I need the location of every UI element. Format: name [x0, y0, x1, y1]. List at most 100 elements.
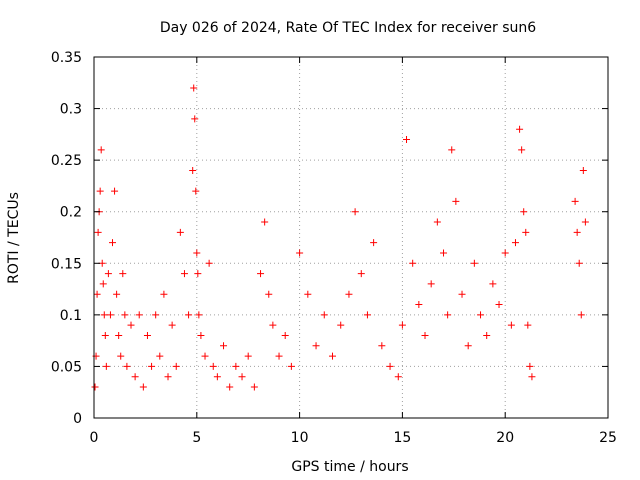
data-point	[109, 239, 117, 247]
data-point	[164, 373, 172, 381]
data-point	[102, 362, 110, 370]
y-axis-label: ROTI / TECUs	[6, 192, 22, 284]
data-point	[378, 342, 386, 350]
data-point	[269, 321, 277, 329]
data-point	[190, 84, 198, 92]
data-point	[220, 342, 228, 350]
data-point	[152, 311, 160, 319]
data-point	[440, 249, 448, 257]
x-tick-label-4: 20	[496, 430, 514, 446]
data-point	[357, 270, 365, 278]
data-point	[370, 239, 378, 247]
data-point	[160, 290, 168, 298]
data-point	[156, 352, 164, 360]
data-point	[257, 270, 265, 278]
data-point	[97, 146, 105, 154]
data-point	[516, 125, 524, 133]
data-point	[139, 383, 147, 391]
data-point	[518, 146, 526, 154]
data-point	[106, 311, 114, 319]
data-point	[386, 362, 394, 370]
data-point	[100, 311, 108, 319]
data-point	[507, 321, 515, 329]
data-point	[104, 270, 112, 278]
data-point	[281, 331, 289, 339]
data-point	[232, 362, 240, 370]
data-point	[148, 362, 156, 370]
data-point	[180, 270, 188, 278]
data-point	[345, 290, 353, 298]
data-point	[522, 228, 530, 236]
chart-title: Day 026 of 2024, Rate Of TEC Index for r…	[160, 20, 536, 36]
data-point	[287, 362, 295, 370]
y-tick-label-5: 0.25	[51, 153, 82, 169]
data-point	[91, 383, 99, 391]
data-point	[131, 373, 139, 381]
data-point	[483, 331, 491, 339]
data-point	[581, 218, 589, 226]
data-point	[575, 259, 583, 267]
x-tick-label-1: 5	[192, 430, 201, 446]
data-point	[524, 321, 532, 329]
data-point	[209, 362, 217, 370]
y-tick-label-6: 0.3	[60, 102, 82, 118]
data-point	[363, 311, 371, 319]
data-point	[117, 352, 125, 360]
data-point	[398, 321, 406, 329]
data-point	[201, 352, 209, 360]
data-point	[573, 228, 581, 236]
data-point	[127, 321, 135, 329]
data-point	[205, 259, 213, 267]
data-point	[168, 321, 176, 329]
x-tick-label-3: 15	[393, 430, 411, 446]
data-point	[351, 208, 359, 216]
data-point	[244, 352, 252, 360]
data-point	[193, 249, 201, 257]
data-point	[176, 228, 184, 236]
y-tick-label-2: 0.1	[60, 308, 82, 324]
data-point	[520, 208, 528, 216]
data-point	[452, 197, 460, 205]
axis-ticks: 0 5 10 15 20 25 0 0.05 0.1 0.15 0.2 0.25 0.3 0.35	[51, 50, 617, 446]
data-point	[495, 301, 503, 309]
data-point	[501, 249, 509, 257]
data-point	[123, 362, 131, 370]
y-tick-label-3: 0.15	[51, 256, 82, 272]
data-point	[296, 249, 304, 257]
y-tick-label-7: 0.35	[51, 50, 82, 66]
data-point	[433, 218, 441, 226]
y-tick-label-0: 0	[73, 411, 82, 427]
data-point	[528, 373, 536, 381]
data-point	[250, 383, 258, 391]
data-point	[172, 362, 180, 370]
data-point	[409, 259, 417, 267]
data-point	[421, 331, 429, 339]
data-point	[526, 362, 534, 370]
data-point	[265, 290, 273, 298]
data-points	[91, 84, 589, 391]
data-point	[226, 383, 234, 391]
data-point	[571, 197, 579, 205]
data-point	[577, 311, 585, 319]
data-point	[119, 270, 127, 278]
data-point	[111, 187, 119, 195]
data-point	[99, 280, 107, 288]
data-point	[328, 352, 336, 360]
data-point	[93, 290, 101, 298]
data-point	[192, 187, 200, 195]
data-point	[113, 290, 121, 298]
data-point	[213, 373, 221, 381]
data-point	[275, 352, 283, 360]
data-point	[121, 311, 129, 319]
data-point	[115, 331, 123, 339]
data-point	[320, 311, 328, 319]
gridlines	[94, 57, 608, 418]
plot-frame	[93, 56, 609, 419]
data-point	[477, 311, 485, 319]
data-point	[415, 301, 423, 309]
data-point	[464, 342, 472, 350]
data-point	[96, 187, 104, 195]
data-point	[261, 218, 269, 226]
data-point	[427, 280, 435, 288]
